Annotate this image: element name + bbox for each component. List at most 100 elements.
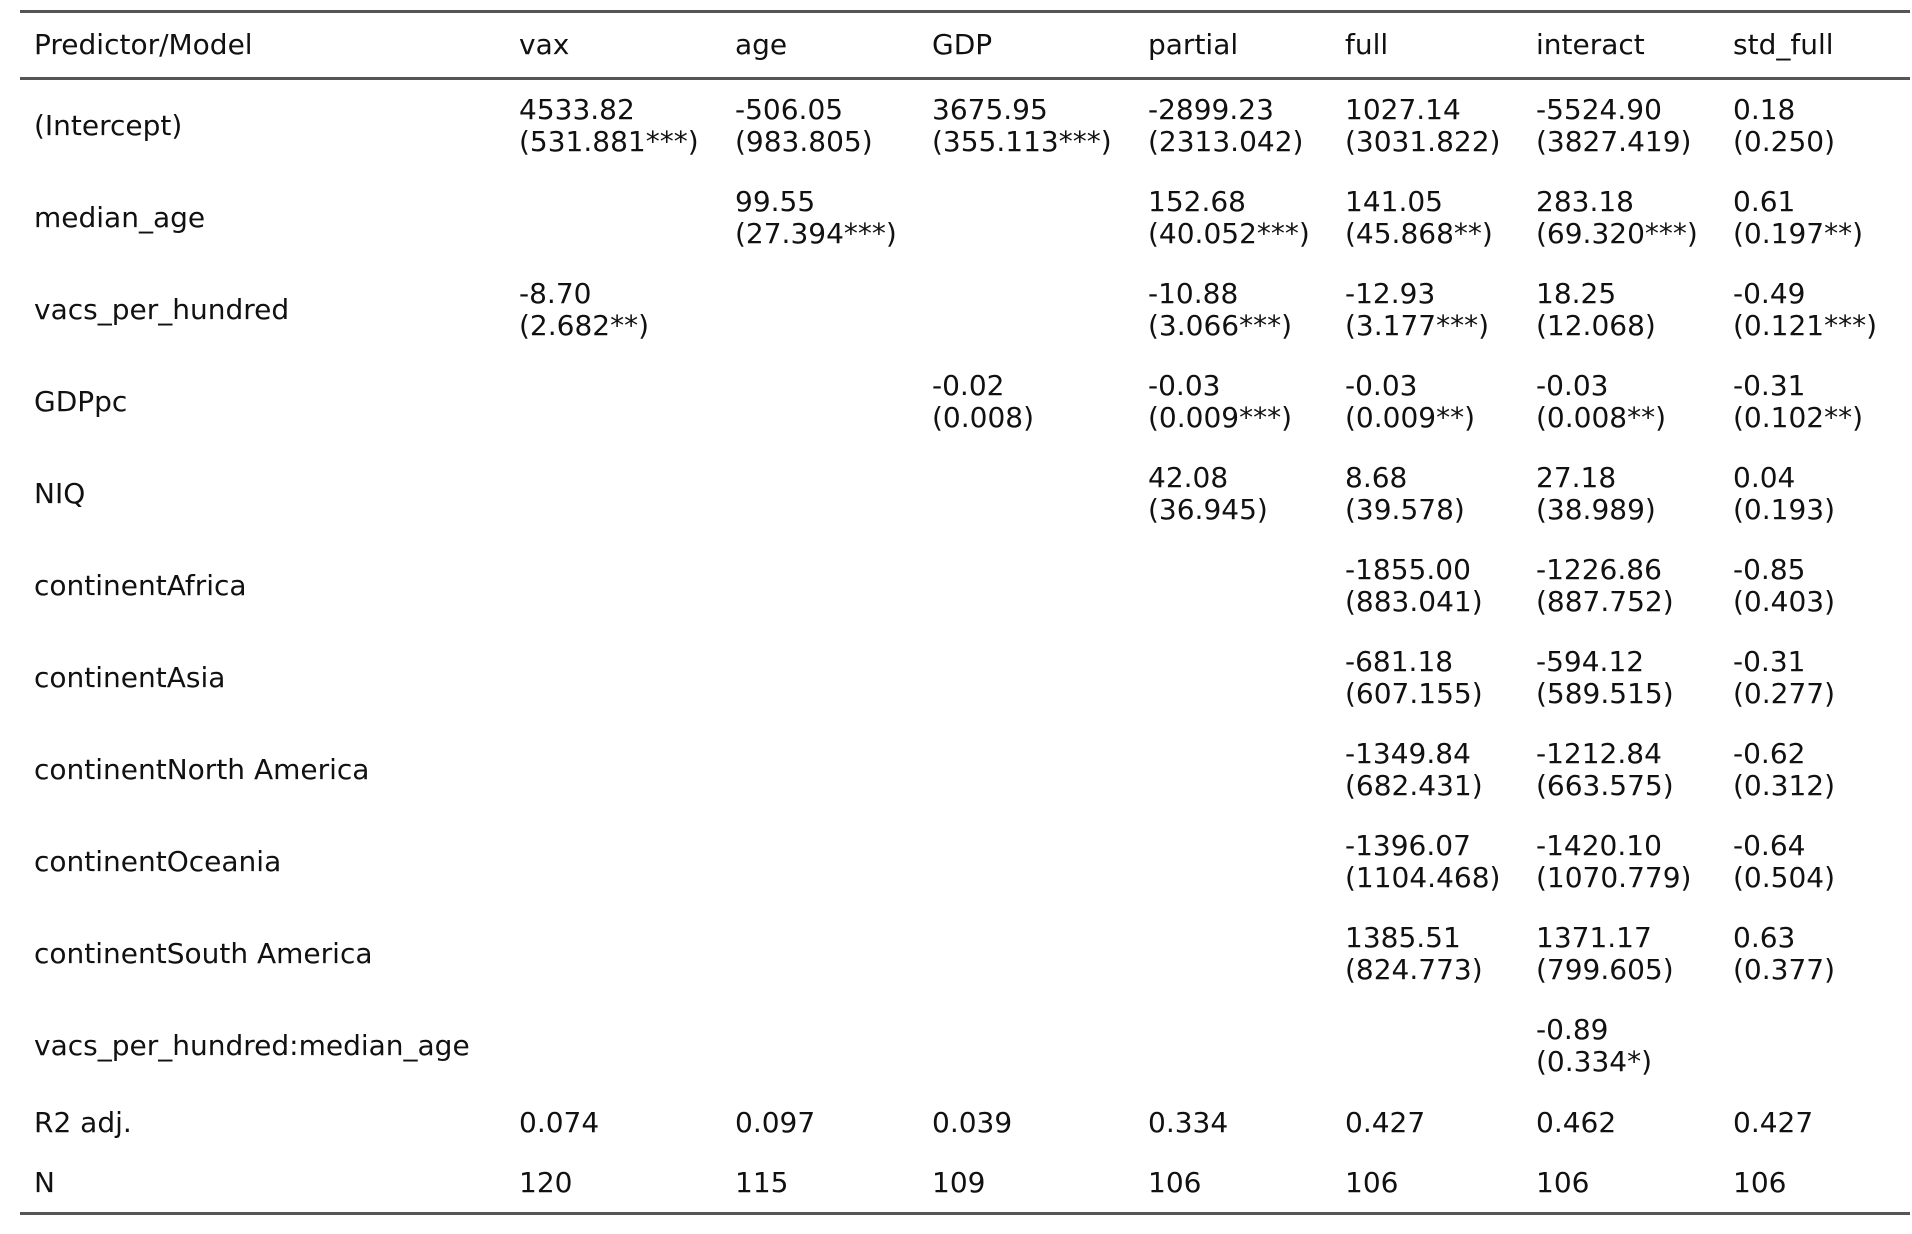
coef-cell — [1134, 908, 1331, 1000]
coefficient-value: 18.25 — [1536, 277, 1617, 310]
standard-error-value: (1070.779) — [1536, 861, 1692, 894]
standard-error-value: (0.312) — [1733, 769, 1836, 802]
coef-cell: 141.05 (45.868**) — [1331, 172, 1522, 264]
coef-cell — [1331, 1000, 1522, 1092]
r2-value: 0.427 — [1733, 1106, 1814, 1139]
table-row: vacs_per_hundred:median_age -0.89 (0.334*) — [20, 1000, 1910, 1092]
standard-error-value: (355.113***) — [932, 125, 1112, 158]
coef-cell: -0.31 (0.102**) — [1719, 356, 1910, 448]
coef-cell: -0.85 (0.403) — [1719, 540, 1910, 632]
n-value: 109 — [932, 1166, 986, 1199]
standard-error-value: (824.773) — [1345, 953, 1483, 986]
coefficient-value: 42.08 — [1148, 461, 1229, 494]
predictor-label: continentOceania — [34, 845, 282, 878]
standard-error-value: (38.989) — [1536, 493, 1656, 526]
header-predictor-model: Predictor/Model — [34, 28, 253, 61]
n-value: 106 — [1345, 1166, 1399, 1199]
standard-error-value: (607.155) — [1345, 677, 1483, 710]
coef-cell: -1420.10 (1070.779) — [1522, 816, 1719, 908]
table-row: continentAsia -681.18 (607.155) -594.12 (589… — [20, 632, 1910, 724]
coef-cell: -0.03 (0.008**) — [1522, 356, 1719, 448]
coef-cell — [918, 724, 1134, 816]
coefficient-value: -2899.23 — [1148, 93, 1274, 126]
standard-error-value: (3.066***) — [1148, 309, 1293, 342]
standard-error-value: (0.008) — [932, 401, 1035, 434]
coefficient-value: 1385.51 — [1345, 921, 1461, 954]
predictor-label: median_age — [34, 201, 206, 234]
coefficient-value: -0.89 — [1536, 1013, 1609, 1046]
table-body: (Intercept) 4533.82 (531.881***) -506.05 (98… — [20, 79, 1910, 1214]
coef-cell — [505, 816, 721, 908]
n-value: 120 — [519, 1166, 573, 1199]
coef-cell — [505, 540, 721, 632]
table-row: GDPpc -0.02 (0.008) -0.03 (0.009***) -0.03 (0.… — [20, 356, 1910, 448]
coefficient-value: 4533.82 — [519, 93, 635, 126]
coefficient-value: -681.18 — [1345, 645, 1454, 678]
coef-cell — [505, 356, 721, 448]
coef-cell: -1212.84 (663.575) — [1522, 724, 1719, 816]
table-row: continentAfrica -1855.00 (883.041) -1226.86… — [20, 540, 1910, 632]
coef-cell: 283.18 (69.320***) — [1522, 172, 1719, 264]
coef-cell: -0.03 (0.009**) — [1331, 356, 1522, 448]
coefficient-value: -0.03 — [1148, 369, 1221, 402]
coefficient-value: -506.05 — [735, 93, 844, 126]
coef-cell — [721, 264, 918, 356]
table-row: continentNorth America -1349.84 (682.431) -… — [20, 724, 1910, 816]
coef-cell — [505, 1000, 721, 1092]
header-std-full: std_full — [1733, 28, 1834, 61]
coef-cell: 99.55 (27.394***) — [721, 172, 918, 264]
standard-error-value: (0.009**) — [1345, 401, 1476, 434]
predictor-label: GDPpc — [34, 385, 128, 418]
n-value: 106 — [1733, 1166, 1787, 1199]
coef-cell — [721, 632, 918, 724]
predictor-label: NIQ — [34, 477, 86, 510]
coef-cell — [918, 264, 1134, 356]
coef-cell: -0.31 (0.277) — [1719, 632, 1910, 724]
standard-error-value: (0.008**) — [1536, 401, 1667, 434]
coefficient-value: -0.31 — [1733, 369, 1806, 402]
coef-cell: 0.04 (0.193) — [1719, 448, 1910, 540]
r2-value: 0.074 — [519, 1106, 600, 1139]
n-value: 115 — [735, 1166, 789, 1199]
standard-error-value: (0.334*) — [1536, 1045, 1653, 1078]
coefficient-value: -1420.10 — [1536, 829, 1662, 862]
coef-cell — [505, 724, 721, 816]
coefficient-value: -12.93 — [1345, 277, 1436, 310]
standard-error-value: (663.575) — [1536, 769, 1674, 802]
header-gdp: GDP — [932, 28, 993, 61]
coefficient-value: -0.64 — [1733, 829, 1806, 862]
standard-error-value: (0.403) — [1733, 585, 1836, 618]
predictor-label: continentSouth America — [34, 937, 373, 970]
standard-error-value: (883.041) — [1345, 585, 1483, 618]
coefficient-value: -1349.84 — [1345, 737, 1471, 770]
coefficient-value: -8.70 — [519, 277, 592, 310]
coef-cell — [721, 908, 918, 1000]
standard-error-value: (27.394***) — [735, 217, 897, 250]
coef-cell: -0.62 (0.312) — [1719, 724, 1910, 816]
coefficient-value: 0.61 — [1733, 185, 1796, 218]
table-row: continentOceania -1396.07 (1104.468) -1420.… — [20, 816, 1910, 908]
standard-error-value: (3827.419) — [1536, 125, 1692, 158]
coefficient-value: -10.88 — [1148, 277, 1239, 310]
table-row: NIQ 42.08 (36.945) 8.68 (39.578) 27.18 (38.989… — [20, 448, 1910, 540]
standard-error-value: (12.068) — [1536, 309, 1656, 342]
standard-error-value: (0.102**) — [1733, 401, 1864, 434]
coef-cell — [505, 632, 721, 724]
coef-cell — [505, 172, 721, 264]
standard-error-value: (0.197**) — [1733, 217, 1864, 250]
coef-cell: 0.61 (0.197**) — [1719, 172, 1910, 264]
standard-error-value: (3031.822) — [1345, 125, 1501, 158]
standard-error-value: (0.121***) — [1733, 309, 1878, 342]
coefficient-value: 1027.14 — [1345, 93, 1461, 126]
coefficient-value: -1226.86 — [1536, 553, 1662, 586]
standard-error-value: (40.052***) — [1148, 217, 1310, 250]
coef-cell — [721, 1000, 918, 1092]
coefficient-value: -1855.00 — [1345, 553, 1471, 586]
header-row: Predictor/Model vax age GDP partial full… — [20, 11, 1910, 79]
coefficient-value: 152.68 — [1148, 185, 1246, 218]
standard-error-value: (0.504) — [1733, 861, 1836, 894]
standard-error-value: (1104.468) — [1345, 861, 1501, 894]
coef-cell: -10.88 (3.066***) — [1134, 264, 1331, 356]
coef-cell: 0.18 (0.250) — [1719, 79, 1910, 173]
coef-cell: -2899.23 (2313.042) — [1134, 79, 1331, 173]
